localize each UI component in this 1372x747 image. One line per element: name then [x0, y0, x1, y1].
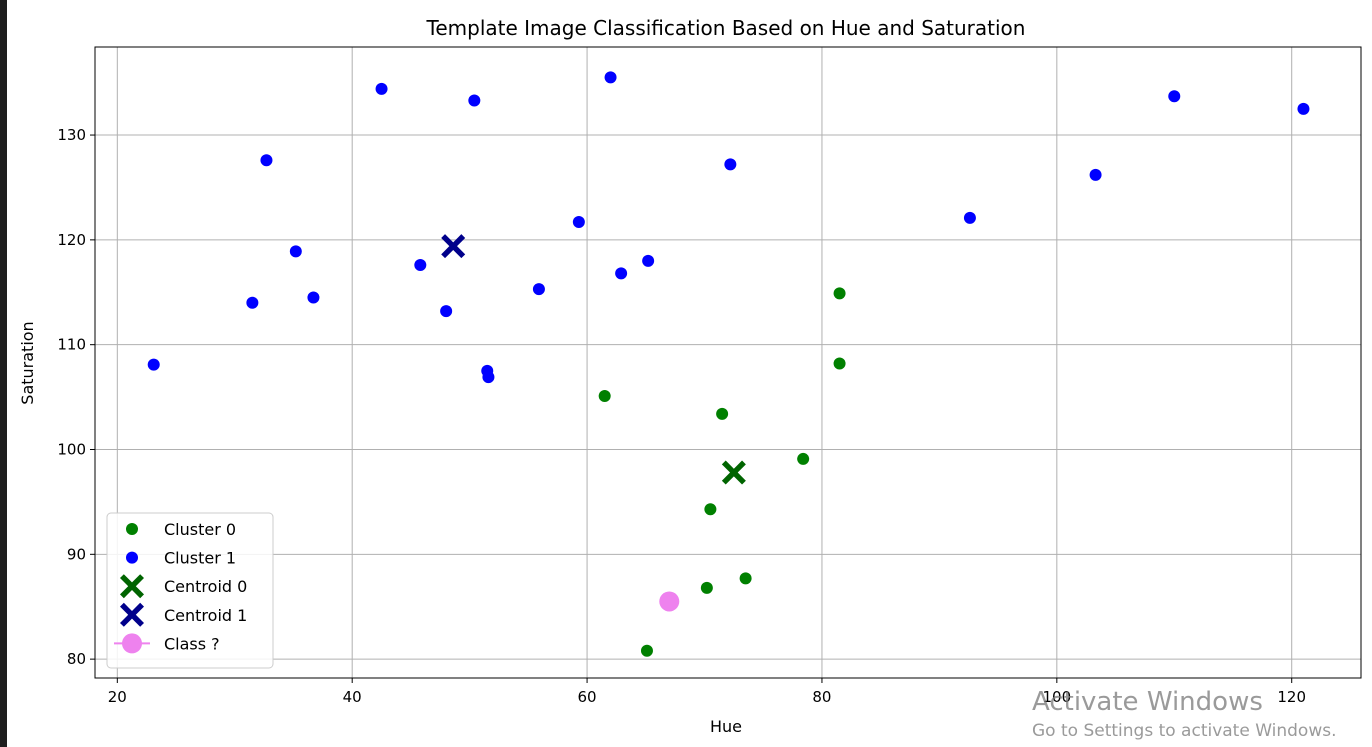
activate-windows-watermark: Activate Windows Go to Settings to activ…	[1032, 686, 1337, 742]
cluster-1-point	[246, 296, 259, 309]
cluster-1-point	[260, 154, 273, 167]
figure-canvas: Template Image Classification Based on H…	[7, 0, 1372, 747]
legend-box	[106, 512, 274, 669]
x-tick-label: 100	[1043, 688, 1072, 706]
cluster-0-point	[716, 407, 729, 420]
x-tick-label: 120	[1277, 688, 1306, 706]
legend: Cluster 0 Cluster 1 Centroid 0 Centroid 1 Cl…	[106, 512, 274, 669]
cluster-1-point	[468, 94, 481, 107]
cluster-0-point	[739, 572, 752, 585]
cluster-1-point	[724, 158, 737, 171]
y-axis-label: Saturation	[18, 321, 37, 404]
legend-label: Cluster 0	[164, 520, 236, 539]
y-tick-label: 110	[57, 336, 86, 354]
legend-label: Cluster 1	[164, 549, 236, 568]
x-tick-label: 20	[108, 688, 127, 706]
cluster-1-point	[289, 245, 302, 258]
cluster-1-point	[532, 283, 545, 296]
cluster-0-point	[833, 357, 846, 370]
cluster-1-point	[307, 291, 320, 304]
cluster-1-point	[615, 267, 628, 280]
grid	[95, 47, 1361, 678]
y-tick-label: 80	[67, 650, 86, 668]
centroid-1-marker	[441, 234, 466, 259]
cluster-1-point	[440, 305, 453, 318]
y-tick-label: 120	[57, 231, 86, 249]
cluster-1-point	[375, 82, 388, 95]
cluster-0-point	[598, 390, 611, 403]
legend-label: Centroid 1	[164, 606, 247, 625]
watermark-subtitle: Go to Settings to activate Windows.	[1032, 721, 1337, 741]
watermark-title: Activate Windows	[1032, 687, 1263, 717]
legend-label: Class ?	[164, 634, 220, 653]
legend-marker-cluster-1	[126, 551, 138, 564]
x-tick-label: 40	[343, 688, 362, 706]
legend-marker-class	[122, 633, 142, 654]
cluster-0-point	[700, 581, 713, 594]
class-point	[659, 591, 680, 612]
cluster-1-point	[482, 371, 495, 384]
axis-ticks: 20 40 60 80 100 120 80 90 100 110 120 130	[57, 126, 1306, 706]
legend-marker-centroid-0	[120, 574, 144, 599]
cluster-0-point	[833, 287, 846, 300]
scatter-chart: Template Image Classification Based on H…	[18, 16, 1362, 736]
cluster-1-point	[642, 254, 655, 267]
y-tick-label: 100	[57, 440, 86, 458]
data-points	[147, 71, 1310, 657]
cluster-0-point	[704, 503, 717, 516]
x-tick-label: 80	[812, 688, 831, 706]
legend-label: Centroid 0	[164, 577, 247, 596]
cluster-1-point	[1297, 102, 1310, 115]
centroid-0-marker	[721, 460, 746, 485]
cluster-1-point	[414, 259, 427, 272]
chart-title: Template Image Classification Based on H…	[426, 16, 1026, 40]
y-tick-label: 90	[67, 545, 86, 563]
x-tick-label: 60	[578, 688, 597, 706]
legend-marker-centroid-1	[120, 602, 144, 627]
x-axis-label: Hue	[710, 717, 742, 736]
legend-marker-cluster-0	[126, 523, 138, 535]
cluster-0-point	[640, 644, 653, 657]
cluster-1-point	[1168, 90, 1181, 103]
cluster-0-point	[797, 452, 810, 465]
cluster-1-point	[147, 358, 160, 371]
cluster-1-point	[572, 216, 585, 229]
cluster-1-point	[963, 211, 976, 224]
cluster-1-point	[604, 71, 617, 84]
y-tick-label: 130	[57, 126, 86, 144]
plot-area-frame	[94, 46, 1362, 679]
cluster-1-point	[1089, 168, 1102, 181]
